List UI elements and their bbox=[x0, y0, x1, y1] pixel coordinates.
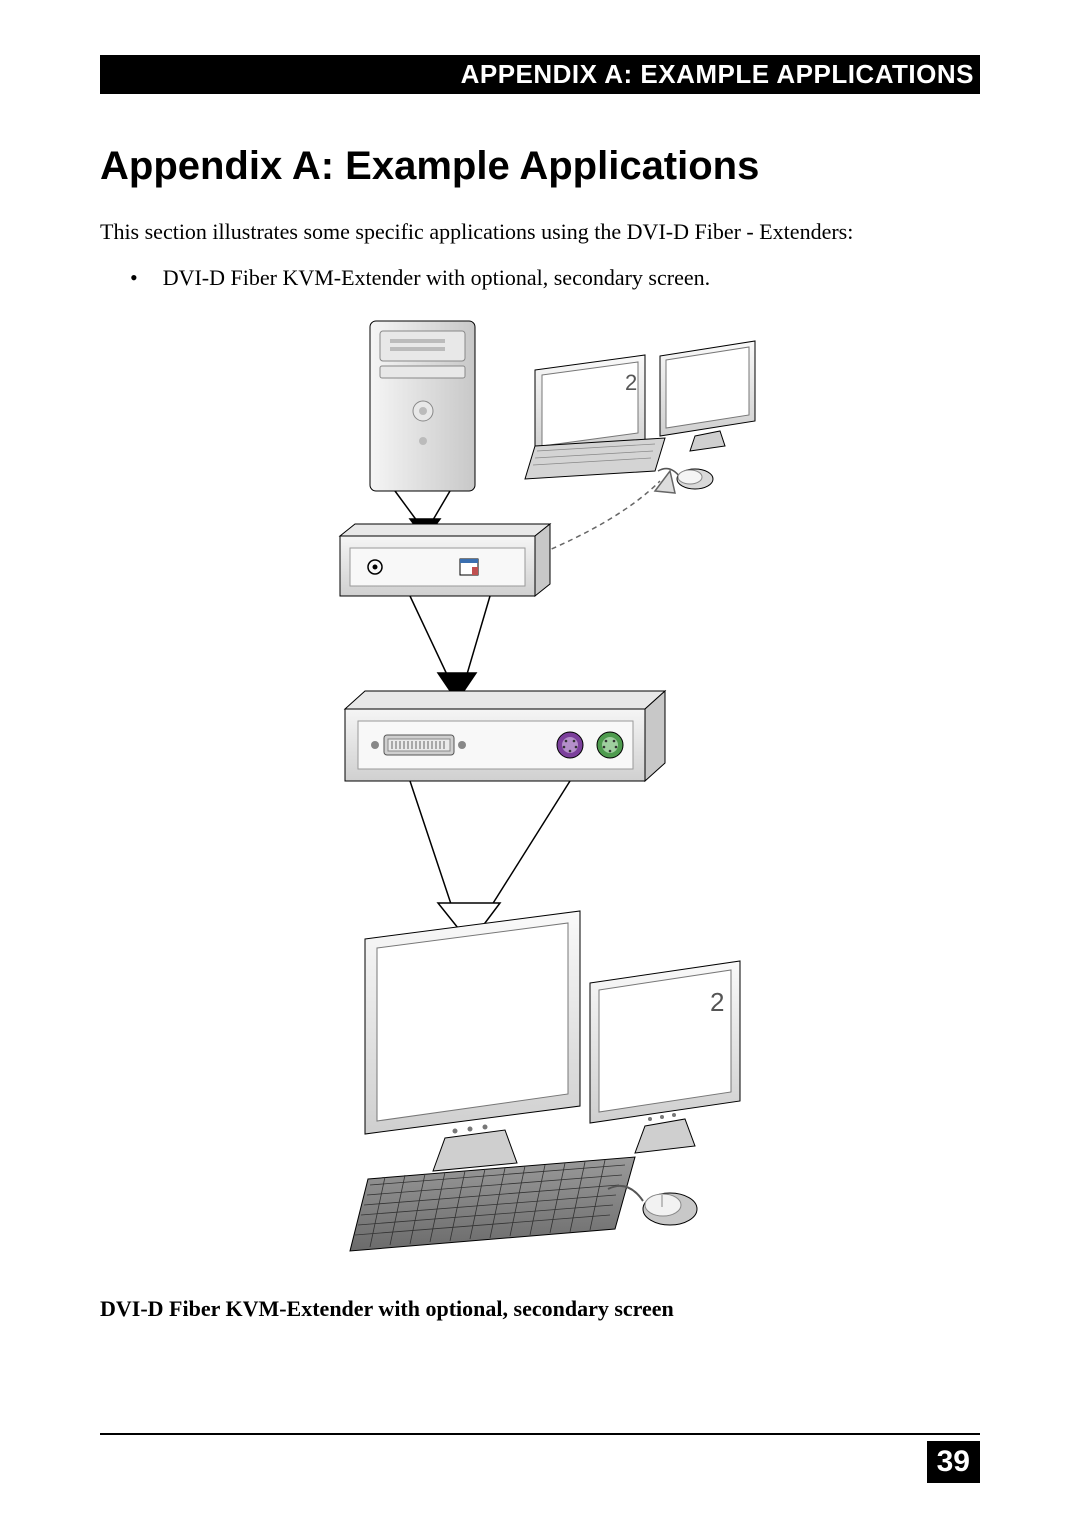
header-title: APPENDIX A: EXAMPLE APPLICATIONS bbox=[461, 59, 974, 89]
monitor-bottom-front-icon bbox=[365, 911, 580, 1171]
extender-box-2-icon bbox=[345, 691, 665, 781]
page-footer: 39 bbox=[100, 1433, 980, 1483]
intro-text: This section illustrates some specific a… bbox=[100, 219, 980, 245]
diagram-container: 2 bbox=[100, 311, 980, 1271]
bullet-text: DVI-D Fiber KVM-Extender with optional, … bbox=[163, 265, 710, 291]
pc-tower-icon bbox=[370, 321, 475, 491]
bullet-dot-icon: • bbox=[130, 265, 138, 291]
header-bar: APPENDIX A: EXAMPLE APPLICATIONS bbox=[100, 55, 980, 94]
application-diagram: 2 bbox=[310, 311, 770, 1271]
figure-caption: DVI-D Fiber KVM-Extender with optional, … bbox=[100, 1296, 980, 1322]
page-title: Appendix A: Example Applications bbox=[100, 144, 980, 189]
page-number: 39 bbox=[927, 1441, 980, 1483]
monitor-bottom-label-2: 2 bbox=[710, 987, 724, 1017]
monitor-top-back-icon bbox=[660, 341, 755, 451]
keyboard-bottom-icon bbox=[350, 1157, 635, 1251]
extender-box-1-icon bbox=[340, 524, 550, 596]
monitor-label-2: 2 bbox=[625, 370, 637, 395]
arrow-box1-to-box2 bbox=[410, 596, 490, 701]
footer-rule bbox=[100, 1433, 980, 1435]
arrow-box1-to-monitors-top bbox=[535, 471, 675, 556]
monitor-bottom-back-icon: 2 bbox=[590, 961, 740, 1153]
bullet-item: • DVI-D Fiber KVM-Extender with optional… bbox=[130, 265, 980, 291]
